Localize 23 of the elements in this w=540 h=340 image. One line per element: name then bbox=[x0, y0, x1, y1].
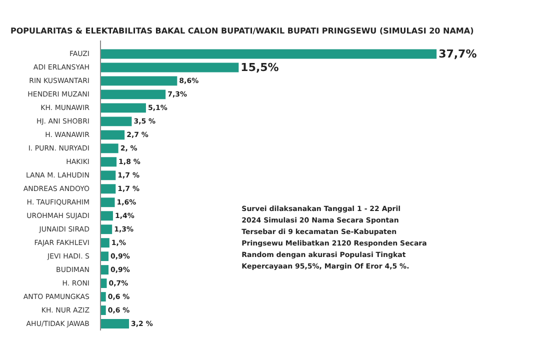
bar bbox=[100, 90, 166, 100]
bar bbox=[100, 238, 110, 248]
chart-title: POPULARITAS & ELEKTABILITAS BAKAL CALON BUPATI/WAKIL BUPATI PRINGSEWU (SIMULASI 20 NAMA) bbox=[10, 26, 474, 36]
bar bbox=[100, 170, 116, 180]
bar bbox=[100, 184, 116, 194]
bar bbox=[100, 157, 117, 167]
bar bbox=[100, 130, 125, 140]
data-label: 37,7% bbox=[438, 47, 477, 60]
bar bbox=[100, 211, 113, 221]
bar bbox=[100, 49, 437, 59]
bar bbox=[100, 265, 109, 275]
bar bbox=[100, 62, 239, 72]
bar bbox=[100, 116, 132, 126]
bar bbox=[100, 103, 146, 113]
data-label: 15,5% bbox=[240, 60, 279, 74]
bar bbox=[100, 144, 118, 154]
bar bbox=[100, 198, 115, 208]
bar bbox=[100, 252, 109, 262]
bar bbox=[100, 319, 130, 328]
bar bbox=[100, 224, 112, 234]
bar bbox=[100, 292, 106, 302]
bar bbox=[100, 306, 106, 315]
bar bbox=[100, 76, 178, 86]
